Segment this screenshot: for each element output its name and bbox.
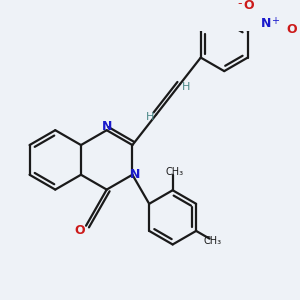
Text: O: O <box>74 224 85 237</box>
Text: O: O <box>244 0 254 12</box>
Text: CH₃: CH₃ <box>204 236 222 246</box>
Text: O: O <box>286 23 297 36</box>
Text: +: + <box>271 16 279 26</box>
Text: N: N <box>101 120 112 133</box>
Text: CH₃: CH₃ <box>166 167 184 177</box>
Text: N: N <box>130 168 141 181</box>
Text: H: H <box>182 82 191 92</box>
Text: N: N <box>261 17 271 30</box>
Text: -: - <box>238 0 242 10</box>
Text: H: H <box>146 112 154 122</box>
